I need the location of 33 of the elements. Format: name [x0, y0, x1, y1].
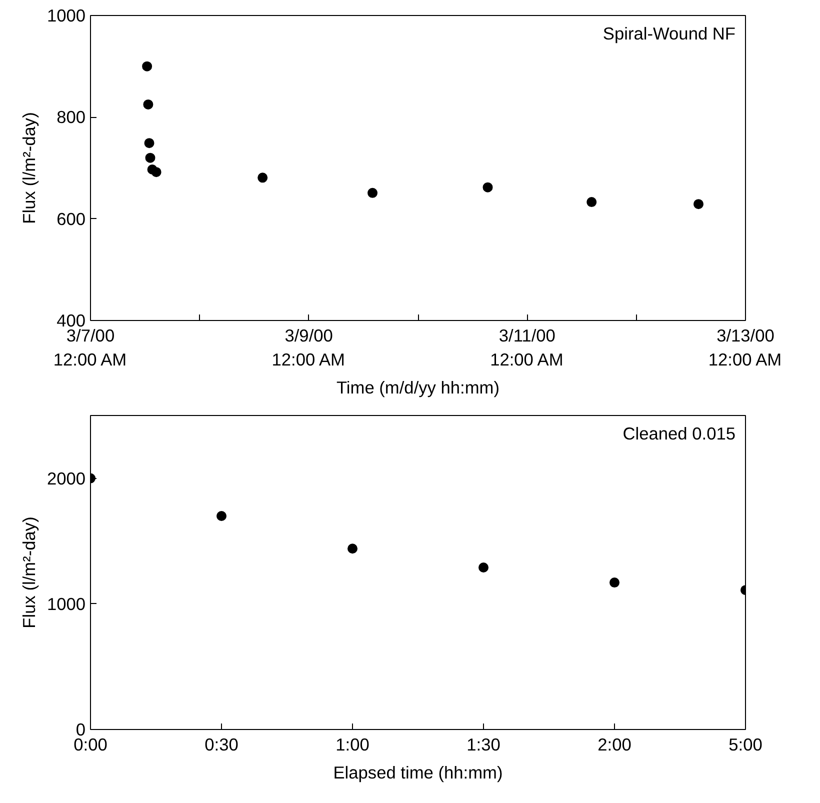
- y-tick-label: 2000: [46, 468, 86, 488]
- point: [145, 152, 156, 163]
- x-tick-label: 1:30: [466, 734, 500, 754]
- point: [216, 510, 226, 521]
- x-tick-label: 3/13/00 12:00 AM: [708, 326, 782, 370]
- point: [610, 578, 620, 588]
- text: Spiral-Wound NF: [602, 24, 736, 44]
- x-tick-label: 2:00: [598, 734, 632, 754]
- point: [482, 182, 493, 192]
- x-tick-label: 3/11/00 12:00 AM: [490, 326, 564, 370]
- point: [142, 61, 152, 72]
- y-axis-title: Flux (l/m²-day): [18, 112, 39, 224]
- point: [258, 172, 268, 183]
- y-tick-label: 800: [56, 107, 86, 128]
- point: [144, 138, 154, 148]
- point: [694, 199, 704, 210]
- x-tick-label: 1:00: [336, 734, 370, 754]
- y-tick-label: 1000: [46, 6, 86, 26]
- x-axis-title: Time (m/d/yy hh:mm): [336, 378, 500, 398]
- point: [143, 99, 154, 110]
- point: [151, 167, 162, 178]
- point: [478, 562, 488, 572]
- y-axis-title: Flux (l/m²-day): [18, 516, 39, 628]
- x-tick-label: 3/9/00 12:00 AM: [272, 326, 345, 370]
- x-axis-title: Elapsed time (hh:mm): [333, 762, 503, 782]
- y-tick-label: 600: [56, 208, 86, 229]
- text: Cleaned 0.015: [622, 424, 736, 444]
- x-tick-label: 0:30: [204, 734, 238, 754]
- x-tick-label: 5:00: [728, 734, 762, 754]
- point: [368, 188, 378, 198]
- y-tick-label: 1000: [46, 594, 86, 614]
- point: [348, 544, 358, 554]
- point: [586, 197, 597, 208]
